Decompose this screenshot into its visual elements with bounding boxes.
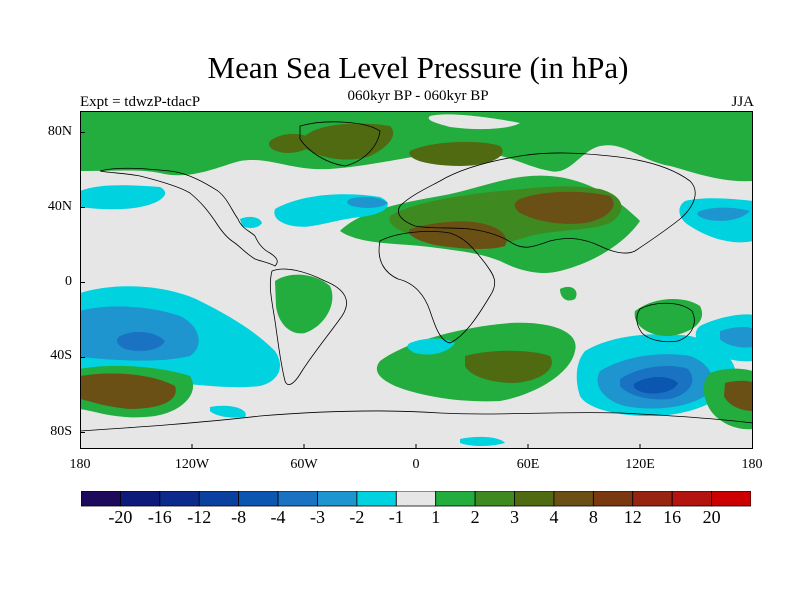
greenland-coast xyxy=(299,121,381,167)
antarctica-coast xyxy=(80,410,753,432)
field-atlantic-low-core xyxy=(347,196,388,208)
field-sw-atlantic-low xyxy=(407,338,455,355)
coastlines xyxy=(80,121,753,432)
field-arctic-blob xyxy=(268,133,313,153)
field-arctic-gap xyxy=(428,114,520,130)
lon-label-180w: 180 xyxy=(69,457,91,472)
field-npac-east-core xyxy=(697,207,750,221)
colorbar-swatch xyxy=(159,491,200,507)
colorbar-swatch xyxy=(198,491,240,507)
field-indian-high xyxy=(560,286,577,301)
field-greenland-high xyxy=(300,123,394,160)
colorbar-swatch xyxy=(435,491,476,507)
lon-label-0: 0 xyxy=(412,457,420,472)
experiment-label: Expt = tdwzP-tdacP xyxy=(80,94,201,110)
field-sw-pacific-core xyxy=(80,373,176,409)
lon-label-60w: 60W xyxy=(290,457,318,472)
colorbar-swatch xyxy=(81,491,121,507)
colorbar-swatch xyxy=(356,491,397,507)
field-s-atlantic-core xyxy=(465,350,552,383)
lat-label-80s: 80S xyxy=(50,424,72,439)
lat-label-0: 0 xyxy=(65,274,72,289)
colorbar-swatch xyxy=(120,491,161,507)
lon-ticks xyxy=(191,444,641,449)
africa-coast xyxy=(378,231,496,344)
field-far-right-core xyxy=(724,380,753,411)
colorbar-swatch xyxy=(671,491,712,507)
colorbar-swatch xyxy=(277,491,318,507)
colorbar-swatch xyxy=(514,491,555,507)
map-title: Mean Sea Level Pressure (in hPa) xyxy=(207,50,629,85)
colorbar-swatch xyxy=(592,491,634,507)
colorbar-tick-label: 8 xyxy=(588,507,598,527)
field-pacific-low xyxy=(80,185,166,210)
lat-label-40s: 40S xyxy=(50,348,72,363)
lat-label-40n: 40N xyxy=(47,199,72,214)
colorbar-tick-label: 4 xyxy=(549,507,559,527)
colorbar-swatch xyxy=(711,491,751,507)
map-subtitle: 060kyr BP - 060kyr BP xyxy=(347,88,489,104)
field-antarctic-strip2 xyxy=(460,436,505,446)
colorbar-swatch xyxy=(632,491,673,507)
field-tasman-core xyxy=(720,326,753,348)
lon-label-120e: 120E xyxy=(625,457,655,472)
colorbar-tick-label: -3 xyxy=(309,507,325,527)
eurasia-coast xyxy=(398,152,696,254)
lon-label-180e: 180 xyxy=(741,457,763,472)
lat-ticks xyxy=(80,132,85,433)
lon-label-60e: 60E xyxy=(516,457,540,472)
lat-label-80n: 80N xyxy=(47,124,72,139)
colorbar-tick-label: -12 xyxy=(187,507,212,527)
south-america-coast xyxy=(269,268,347,385)
season-label: JJA xyxy=(731,94,754,110)
colorbar-swatch xyxy=(317,491,358,507)
field-siberia-high xyxy=(409,141,503,166)
colorbar-swatch xyxy=(238,491,279,507)
colorbar-tick-label: 12 xyxy=(623,507,642,527)
pressure-map xyxy=(80,111,753,449)
colorbar-tick-label: -20 xyxy=(108,507,133,527)
lon-label-120w: 120W xyxy=(174,457,210,472)
colorbar-swatch xyxy=(474,491,515,507)
field-asia-max xyxy=(408,221,507,249)
field-sepac-core xyxy=(117,331,165,351)
field-tibet-max xyxy=(514,191,614,224)
colorbar-tick-label: -16 xyxy=(147,507,172,527)
field-samerica-high xyxy=(275,274,333,334)
field-sindian-core xyxy=(633,377,678,394)
colorbar xyxy=(81,491,751,507)
colorbar-swatch xyxy=(395,491,437,507)
colorbar-tick-label: -2 xyxy=(349,507,365,527)
field-gulf-low xyxy=(240,216,262,228)
field-antarctic-strip xyxy=(210,405,246,418)
australia-coast xyxy=(636,302,695,343)
colorbar-tick-label: 3 xyxy=(510,507,520,527)
colorbar-tick-label: 16 xyxy=(663,507,682,527)
field-arctic-band xyxy=(80,111,753,182)
colorbar-tick-label: -4 xyxy=(270,507,286,527)
colorbar-tick-label: 2 xyxy=(470,507,480,527)
colorbar-tick-label: 1 xyxy=(431,507,441,527)
colorbar-swatch xyxy=(553,491,594,507)
colorbar-tick-label: -1 xyxy=(388,507,404,527)
colorbar-tick-label: -8 xyxy=(231,507,247,527)
colorbar-tick-label: 20 xyxy=(702,507,721,527)
north-america-coast xyxy=(99,167,278,267)
field-australia-high xyxy=(634,299,703,337)
